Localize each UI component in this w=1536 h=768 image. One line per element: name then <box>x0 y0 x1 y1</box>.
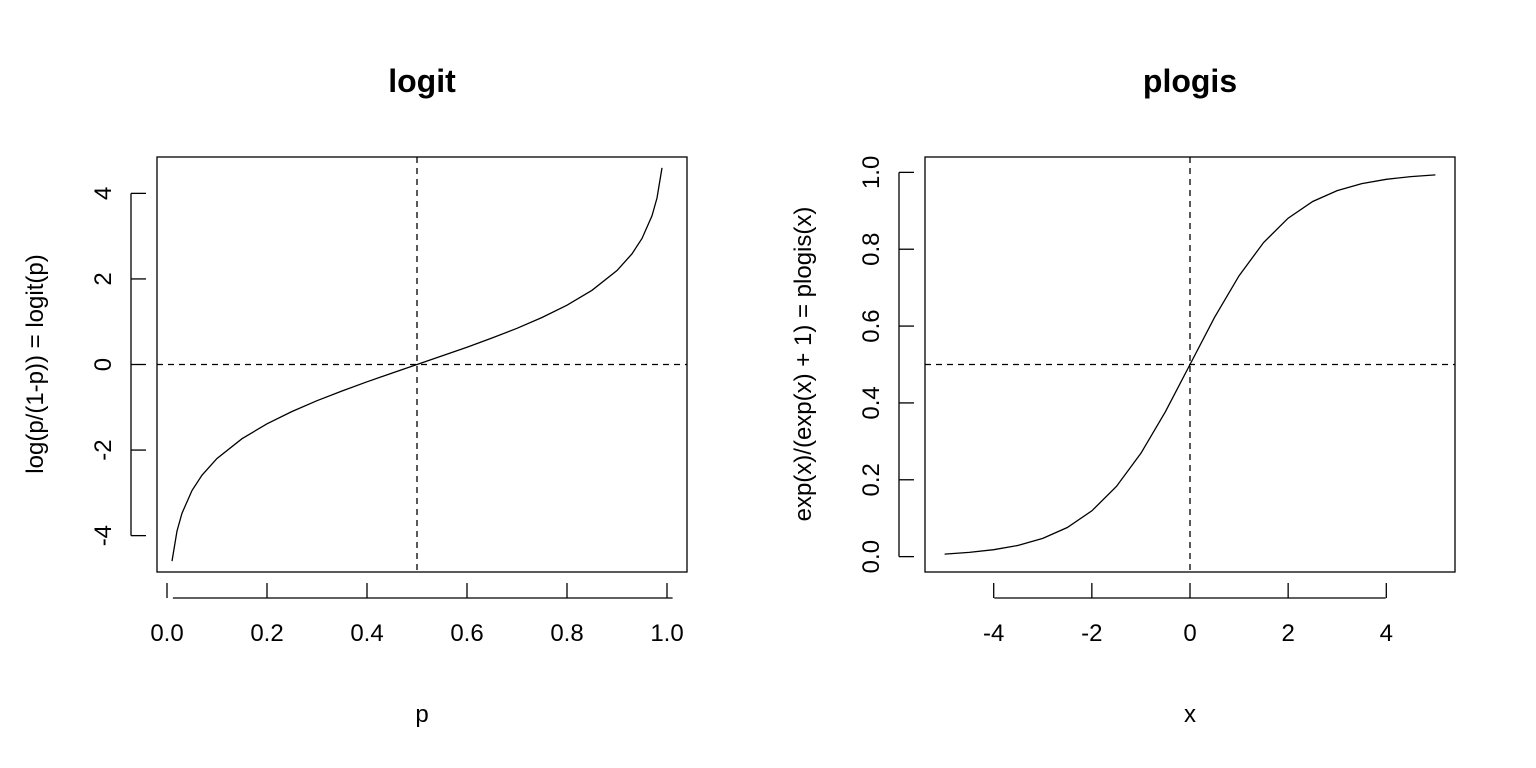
x-tick-label: 2 <box>1281 620 1294 647</box>
y-tick-label: 0.0 <box>858 540 885 573</box>
chart-title: logit <box>388 63 456 99</box>
y-tick-label: 1.0 <box>858 156 885 189</box>
series-line <box>171 167 663 562</box>
x-axis-label: x <box>1184 701 1196 728</box>
y-tick-label: 0.8 <box>858 233 885 266</box>
logit-panel: logit p log(p/(1-p)) = logit(p) 0.0 0.2 0.… <box>22 63 688 728</box>
plogis-panel: plogis x exp(x)/(exp(x) + 1) = plogis(x)… <box>790 63 1456 728</box>
y-tick-label: 0.6 <box>858 309 885 342</box>
x-tick-label: 1.0 <box>650 620 683 647</box>
x-tick-label: 0.8 <box>550 620 583 647</box>
y-tick-label: -2 <box>90 439 117 460</box>
series-line <box>944 174 1436 555</box>
y-tick-label: 0.4 <box>858 386 885 419</box>
y-tick-label: 2 <box>90 272 117 285</box>
x-tick-label: 0.2 <box>250 620 283 647</box>
x-tick-label: -2 <box>1081 620 1102 647</box>
x-tick-label: 0.0 <box>150 620 183 647</box>
y-tick-label: 0 <box>90 358 117 371</box>
y-tick-label: 4 <box>90 187 117 200</box>
y-tick-label: 0.2 <box>858 463 885 496</box>
x-tick-label: 4 <box>1380 620 1393 647</box>
x-axis-label: p <box>415 701 428 728</box>
chart-title: plogis <box>1143 63 1237 99</box>
y-axis-label: exp(x)/(exp(x) + 1) = plogis(x) <box>790 207 817 522</box>
y-axis-label: log(p/(1-p)) = logit(p) <box>22 254 49 473</box>
x-tick-label: 0 <box>1183 620 1196 647</box>
y-tick-label: -4 <box>90 525 117 546</box>
x-tick-label: 0.6 <box>450 620 483 647</box>
x-tick-label: -4 <box>983 620 1004 647</box>
x-tick-label: 0.4 <box>350 620 383 647</box>
